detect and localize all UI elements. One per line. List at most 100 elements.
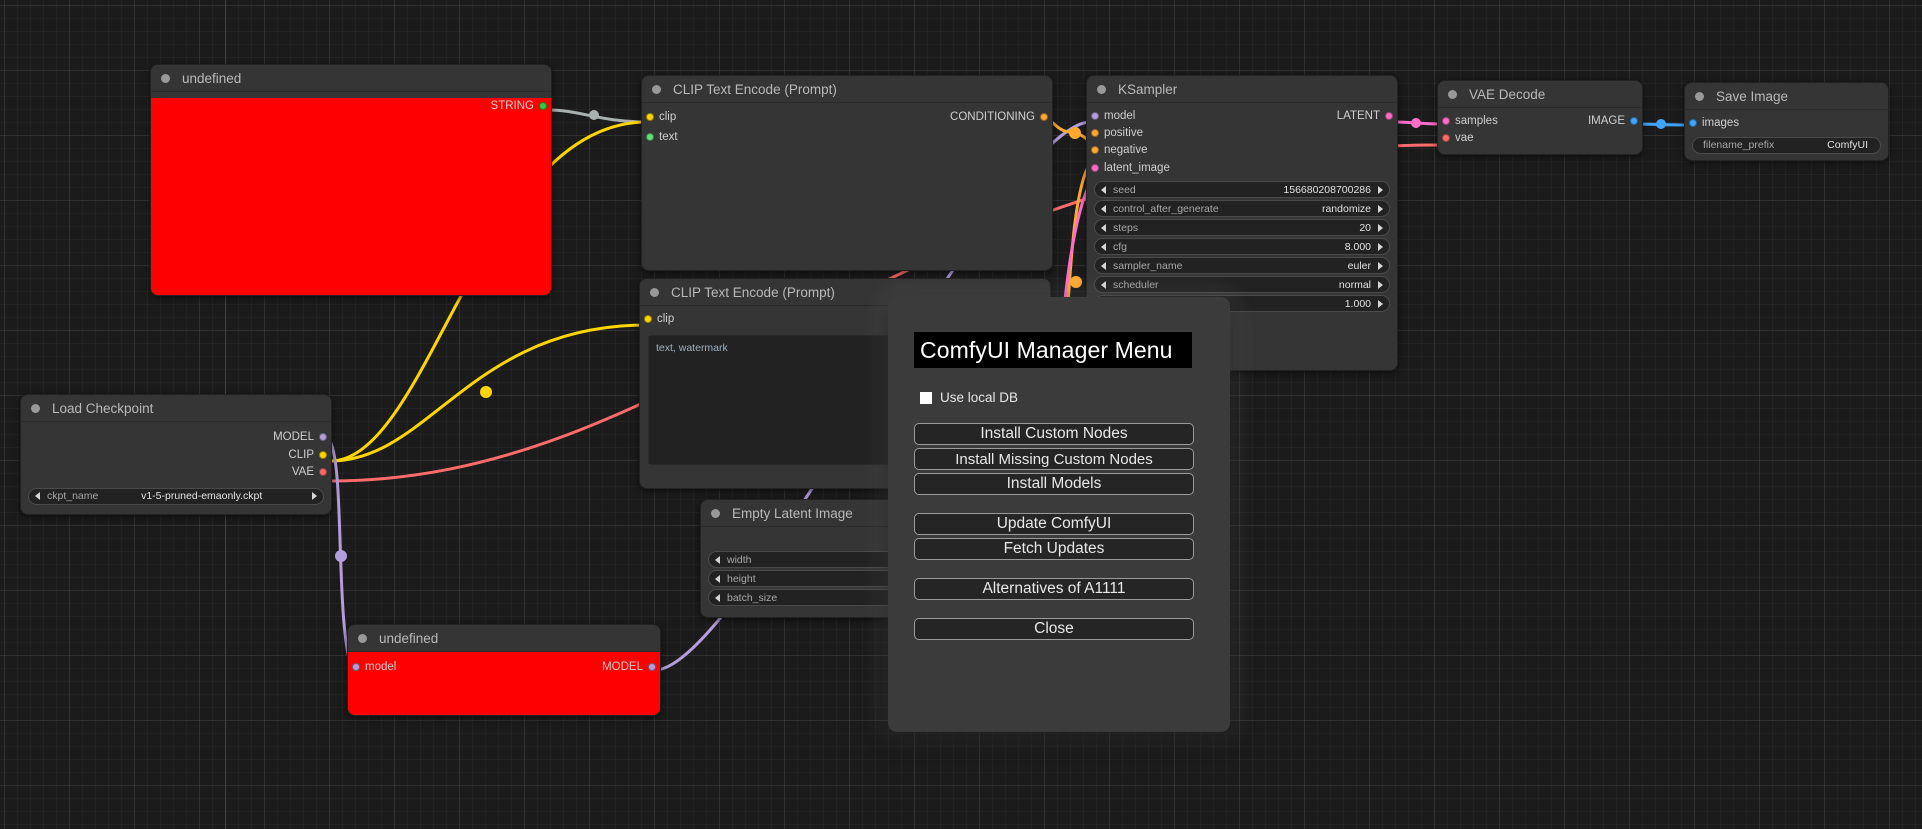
node-input-model[interactable]: model <box>348 659 660 676</box>
install-custom-nodes-button[interactable]: Install Custom Nodes <box>914 423 1194 445</box>
increment-icon[interactable] <box>1378 299 1383 308</box>
install-models-button[interactable]: Install Models <box>914 473 1194 495</box>
node-output-model[interactable]: MODEL <box>21 429 331 446</box>
widget-cfg[interactable]: cfg 8.000 <box>1094 238 1390 255</box>
install-missing-custom-nodes-button[interactable]: Install Missing Custom Nodes <box>914 448 1194 470</box>
positive-input-dot[interactable] <box>1091 128 1099 137</box>
decrement-icon[interactable] <box>1101 242 1106 251</box>
model-input-dot[interactable] <box>1091 112 1099 121</box>
fetch-updates-button[interactable]: Fetch Updates <box>914 538 1194 560</box>
node-title-bar[interactable]: VAE Decode <box>1438 81 1642 108</box>
node-save-image[interactable]: Save Image images filename_prefix ComfyU… <box>1684 82 1889 161</box>
use-local-db-checkbox[interactable] <box>920 391 932 404</box>
conditioning-output-dot[interactable] <box>1040 113 1048 122</box>
node-output-conditioning[interactable]: CONDITIONING <box>642 109 1052 126</box>
node-collapse-icon[interactable] <box>31 403 40 413</box>
widget-control-after-generate[interactable]: control_after_generate randomize <box>1094 200 1390 217</box>
node-input-negative[interactable]: negative <box>1087 142 1397 159</box>
decrement-icon[interactable] <box>715 555 720 564</box>
alternatives-of-a1111-button[interactable]: Alternatives of A1111 <box>914 578 1194 600</box>
node-output-vae[interactable]: VAE <box>21 464 331 481</box>
node-title-bar[interactable]: KSampler <box>1087 76 1397 103</box>
node-output-model[interactable]: MODEL <box>348 659 660 676</box>
increment-icon[interactable] <box>1378 242 1383 251</box>
node-collapse-icon[interactable] <box>650 287 659 297</box>
latent-output-dot[interactable] <box>1385 112 1393 121</box>
vae-input-dot[interactable] <box>1442 133 1450 142</box>
increment-icon[interactable] <box>1378 185 1383 194</box>
image-output-dot[interactable] <box>1630 117 1638 126</box>
node-vae-decode[interactable]: VAE Decode samples IMAGE vae <box>1437 80 1643 155</box>
decrement-icon[interactable] <box>1101 204 1106 213</box>
node-input-images[interactable]: images <box>1685 115 1888 132</box>
vae-output-dot[interactable] <box>319 468 327 477</box>
text-input-dot[interactable] <box>646 133 654 142</box>
node-input-text[interactable]: text <box>642 129 1052 146</box>
node-output-string[interactable]: STRING <box>151 98 551 115</box>
close-button[interactable]: Close <box>914 618 1194 640</box>
increment-icon[interactable] <box>1378 261 1383 270</box>
node-input-positive[interactable]: positive <box>1087 125 1397 142</box>
comfyui-manager-dialog[interactable]: ComfyUI Manager Menu Use local DB Instal… <box>888 297 1230 732</box>
widget-ckpt-name[interactable]: ckpt_name v1-5-pruned-emaonly.ckpt <box>28 487 324 505</box>
decrement-icon[interactable] <box>715 593 720 602</box>
node-input-clip[interactable]: clip <box>640 311 1050 328</box>
widget-filename-prefix[interactable]: filename_prefix ComfyUI <box>1692 136 1881 154</box>
widget-scheduler[interactable]: scheduler normal <box>1094 276 1390 293</box>
model-input-dot[interactable] <box>352 663 360 672</box>
node-title-bar[interactable]: CLIP Text Encode (Prompt) <box>642 76 1052 103</box>
model-output-dot[interactable] <box>648 663 656 672</box>
node-clip-text-encode-positive[interactable]: CLIP Text Encode (Prompt) clip CONDITION… <box>641 75 1053 271</box>
node-title-bar[interactable]: Save Image <box>1685 83 1888 110</box>
node-title-bar[interactable]: Load Checkpoint <box>21 395 331 422</box>
negative-input-dot[interactable] <box>1091 146 1099 155</box>
node-output-latent[interactable]: LATENT <box>1087 108 1397 125</box>
node-collapse-icon[interactable] <box>652 84 661 94</box>
increment-icon[interactable] <box>1378 280 1383 289</box>
node-load-checkpoint[interactable]: Load Checkpoint MODEL CLIP VAE ckpt_name… <box>20 394 332 515</box>
decrement-icon[interactable] <box>715 574 720 583</box>
node-input-latent-image[interactable]: latent_image <box>1087 160 1397 177</box>
node-output-image[interactable]: IMAGE <box>1438 113 1642 130</box>
string-output-dot[interactable] <box>539 102 547 111</box>
latent-image-input-dot[interactable] <box>1091 163 1099 172</box>
increment-icon[interactable] <box>1378 204 1383 213</box>
widget-sampler-name[interactable]: sampler_name euler <box>1094 257 1390 274</box>
update-comfyui-button[interactable]: Update ComfyUI <box>914 513 1194 535</box>
clip-input-dot[interactable] <box>646 113 654 122</box>
node-title-bar[interactable]: undefined <box>348 625 660 652</box>
clip-input-dot[interactable] <box>644 315 652 324</box>
widget-label: control_after_generate <box>1113 202 1219 215</box>
node-input-samples[interactable]: samples <box>1438 113 1642 130</box>
node-undefined-string[interactable]: undefined STRING <box>150 64 552 296</box>
node-collapse-icon[interactable] <box>1097 84 1106 94</box>
increment-icon[interactable] <box>1378 223 1383 232</box>
decrement-icon[interactable] <box>1101 280 1106 289</box>
use-local-db-row[interactable]: Use local DB <box>920 390 1018 405</box>
clip-output-dot[interactable] <box>319 450 327 459</box>
node-input-clip[interactable]: clip <box>642 109 1052 126</box>
images-input-dot[interactable] <box>1689 119 1697 128</box>
node-collapse-icon[interactable] <box>711 508 720 518</box>
node-input-vae[interactable]: vae <box>1438 130 1642 147</box>
decrement-icon[interactable] <box>35 492 40 500</box>
decrement-icon[interactable] <box>1101 185 1106 194</box>
node-collapse-icon[interactable] <box>161 73 170 83</box>
samples-input-dot[interactable] <box>1442 117 1450 126</box>
increment-icon[interactable] <box>312 492 317 500</box>
node-collapse-icon[interactable] <box>358 633 367 643</box>
node-body: images filename_prefix ComfyUI <box>1685 110 1888 160</box>
widget-steps[interactable]: steps 20 <box>1094 219 1390 236</box>
model-output-dot[interactable] <box>319 433 327 442</box>
decrement-icon[interactable] <box>1101 223 1106 232</box>
node-output-clip[interactable]: CLIP <box>21 447 331 464</box>
widget-value: 1.000 <box>1344 297 1371 310</box>
node-collapse-icon[interactable] <box>1448 89 1457 99</box>
widget-seed[interactable]: seed 156680208700286 <box>1094 181 1390 198</box>
node-undefined-model[interactable]: undefined model MODEL <box>347 624 661 716</box>
node-title-bar[interactable]: undefined <box>151 65 551 92</box>
node-collapse-icon[interactable] <box>1695 91 1704 101</box>
decrement-icon[interactable] <box>1101 261 1106 270</box>
node-input-model[interactable]: model <box>1087 108 1397 125</box>
